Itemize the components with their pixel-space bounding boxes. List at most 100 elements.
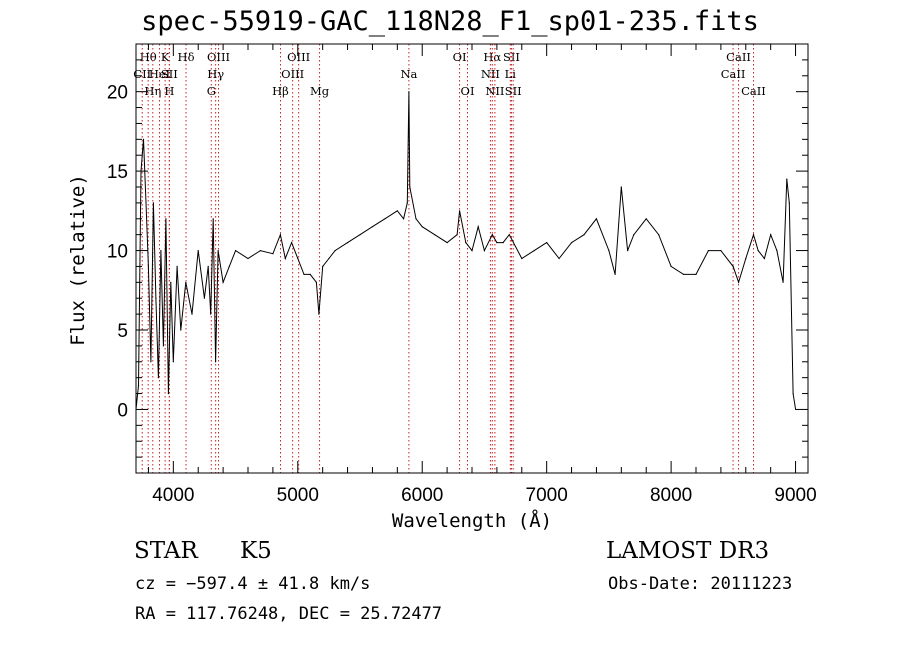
spectrum-point-60 bbox=[471, 250, 473, 252]
spectrum-point-49 bbox=[403, 218, 405, 220]
spectrum-point-1 bbox=[137, 385, 140, 387]
spectrum-point-77 bbox=[627, 250, 629, 252]
spectrum-point-31 bbox=[259, 250, 261, 252]
spectrum-point-90 bbox=[757, 250, 759, 252]
survey-name: LAMOST DR3 bbox=[606, 538, 770, 564]
spectrum-point-20 bbox=[197, 250, 199, 252]
spectrum-point-4 bbox=[145, 202, 147, 204]
spectrum-point-74 bbox=[608, 250, 610, 252]
spectrum-point-11 bbox=[162, 345, 164, 347]
spectrum-point-48 bbox=[396, 210, 398, 212]
line-marker-label-14: Mg bbox=[310, 84, 330, 98]
line-marker-label-13: OIII bbox=[281, 67, 304, 81]
spectrum-point-15 bbox=[172, 361, 174, 363]
chart-title: spec-55919-GAC_118N28_F1_sp01-235.fits bbox=[141, 6, 759, 37]
spectrum-point-22 bbox=[207, 265, 209, 267]
spectrum-point-6 bbox=[150, 361, 152, 363]
spectrum-point-16 bbox=[176, 265, 178, 267]
spectrum-point-75 bbox=[614, 273, 616, 275]
line-marker-label-8: OIII bbox=[207, 50, 230, 64]
spectrum-point-25 bbox=[215, 361, 217, 363]
spectrum-point-33 bbox=[279, 234, 281, 236]
object-subclass: K5 bbox=[240, 538, 272, 564]
spectrum-point-47 bbox=[384, 218, 386, 220]
y-tick-label-2: 10 bbox=[107, 242, 128, 263]
spectrum-point-72 bbox=[583, 234, 585, 236]
spectrum-point-27 bbox=[222, 281, 224, 283]
y-tick-label-3: 15 bbox=[107, 162, 128, 183]
spectrum-point-19 bbox=[191, 313, 193, 315]
spectrum-line bbox=[135, 91, 797, 410]
spectrum-point-92 bbox=[770, 234, 772, 236]
spectrum-point-96 bbox=[788, 202, 790, 204]
spectrum-point-5 bbox=[147, 265, 149, 267]
spectrum-point-69 bbox=[546, 242, 548, 244]
line-marker-label-5: SII bbox=[161, 67, 178, 81]
line-marker-label-16: OI bbox=[453, 50, 467, 64]
spectrum-point-44 bbox=[347, 242, 349, 244]
line-marker-label-17: OI bbox=[461, 84, 475, 98]
spectrum-point-68 bbox=[533, 250, 535, 252]
x-axis-label: Wavelength (Å) bbox=[391, 510, 553, 532]
spectrum-point-17 bbox=[180, 329, 182, 331]
spectrum-point-81 bbox=[670, 265, 672, 267]
line-marker-label-24: CaII bbox=[726, 50, 751, 64]
line-marker-label-12: OIII bbox=[287, 50, 310, 64]
y-tick-label-1: 5 bbox=[117, 321, 128, 342]
spectrum-point-42 bbox=[328, 257, 330, 260]
spectrum-point-9 bbox=[157, 377, 159, 379]
spectrum-point-34 bbox=[284, 257, 286, 260]
line-marker-label-18: Hα bbox=[483, 50, 501, 64]
x-tick-label-2: 6000 bbox=[401, 485, 443, 506]
x-tick-label-5: 9000 bbox=[774, 485, 816, 506]
spectrum-point-7 bbox=[152, 202, 154, 204]
spectrum-point-14 bbox=[170, 281, 172, 283]
spectrum-point-63 bbox=[491, 234, 493, 236]
spectrum-point-65 bbox=[502, 242, 504, 244]
spectrum-point-28 bbox=[228, 265, 230, 267]
spectrum-point-87 bbox=[738, 281, 740, 283]
spectrum-point-38 bbox=[309, 273, 311, 275]
spectrum-point-41 bbox=[322, 265, 324, 267]
y-axis-label: Flux (relative) bbox=[67, 174, 89, 346]
spectrum-point-86 bbox=[732, 265, 734, 267]
line-marker-label-21: SII bbox=[503, 50, 520, 64]
spectrum-point-58 bbox=[459, 210, 461, 212]
spectrum-point-24 bbox=[212, 218, 214, 220]
spectrum-point-26 bbox=[217, 250, 219, 252]
spectrum-point-97 bbox=[792, 393, 794, 395]
spectrum-point-67 bbox=[521, 257, 523, 260]
object-class: STAR bbox=[134, 538, 198, 564]
spectrum-point-8 bbox=[155, 297, 157, 299]
y-tick-label-0: 0 bbox=[117, 400, 128, 421]
spectrum-point-54 bbox=[421, 226, 423, 228]
spectrum-point-43 bbox=[334, 250, 336, 252]
spectrum-point-98 bbox=[795, 408, 797, 410]
spectrum-point-79 bbox=[645, 218, 647, 220]
line-marker-label-11: Hβ bbox=[272, 84, 289, 98]
line-marker-label-4: K bbox=[161, 50, 170, 64]
spectrum-point-53 bbox=[415, 218, 417, 220]
spectrum-point-46 bbox=[371, 226, 373, 228]
spectrum-point-85 bbox=[720, 250, 722, 252]
spectrum-point-51 bbox=[408, 91, 410, 93]
obs-date: Obs-Date: 20111223 bbox=[608, 574, 793, 594]
line-marker-label-20: NII bbox=[485, 84, 504, 98]
spectrum-point-83 bbox=[695, 273, 697, 275]
spectrum-point-93 bbox=[776, 250, 778, 252]
y-tick-label-4: 20 bbox=[107, 83, 128, 104]
coordinates: RA = 117.76248, DEC = 25.72477 bbox=[135, 604, 443, 624]
spectrum-point-39 bbox=[315, 281, 317, 283]
x-tick-label-0: 4000 bbox=[152, 485, 194, 506]
spectrum-point-37 bbox=[303, 273, 305, 275]
spectrum-point-32 bbox=[272, 253, 274, 255]
spectrum-point-36 bbox=[297, 257, 299, 260]
line-marker-label-10: G bbox=[207, 84, 216, 98]
spectrum-point-21 bbox=[203, 297, 205, 299]
line-marker-label-23: SII bbox=[505, 84, 522, 98]
spectrum-point-82 bbox=[683, 273, 685, 275]
plot-frame bbox=[135, 43, 809, 474]
line-marker-label-1: CII bbox=[133, 67, 151, 81]
spectrum-point-70 bbox=[558, 257, 560, 260]
spectrum-point-57 bbox=[456, 234, 458, 236]
